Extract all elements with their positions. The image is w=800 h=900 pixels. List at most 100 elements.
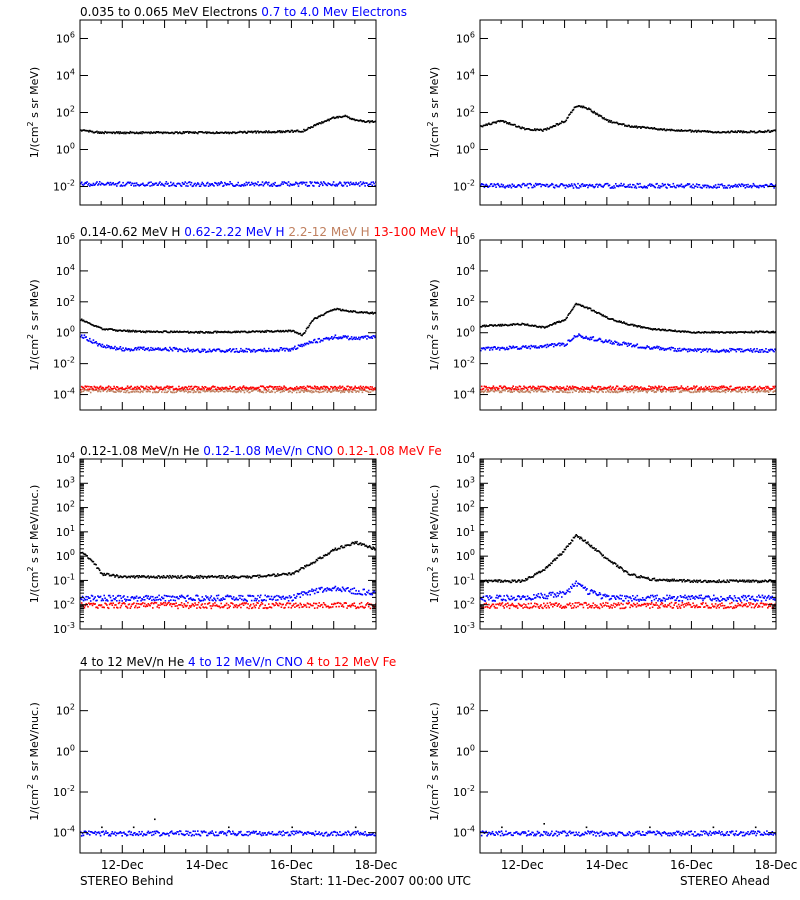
data-point bbox=[584, 185, 586, 187]
data-point bbox=[307, 184, 310, 187]
data-point bbox=[235, 348, 238, 350]
data-point bbox=[654, 347, 657, 349]
data-point bbox=[269, 131, 272, 133]
data-point bbox=[586, 386, 588, 389]
data-point bbox=[281, 388, 284, 390]
data-point bbox=[659, 128, 661, 131]
data-point bbox=[156, 184, 159, 186]
data-point bbox=[293, 347, 295, 349]
data-point bbox=[365, 335, 367, 337]
data-point bbox=[543, 128, 546, 130]
data-point bbox=[171, 349, 174, 352]
data-point bbox=[739, 390, 741, 393]
data-point bbox=[319, 341, 321, 343]
data-point bbox=[636, 343, 639, 345]
data-point bbox=[534, 185, 536, 188]
data-point bbox=[189, 131, 192, 134]
data-point bbox=[704, 348, 707, 351]
data-point bbox=[298, 130, 301, 133]
data-point bbox=[322, 184, 324, 187]
data-point bbox=[752, 391, 755, 393]
y-tick-label: 10-2 bbox=[53, 179, 75, 194]
data-point bbox=[640, 386, 642, 388]
data-point bbox=[767, 129, 769, 132]
data-point bbox=[143, 602, 146, 605]
data-point bbox=[576, 335, 578, 338]
legend-entry: 13-100 MeV H bbox=[370, 225, 459, 239]
data-point bbox=[231, 387, 233, 390]
data-point bbox=[597, 184, 600, 186]
data-point bbox=[591, 111, 594, 113]
data-point bbox=[711, 131, 713, 133]
data-point bbox=[319, 588, 321, 591]
data-point bbox=[81, 129, 84, 132]
data-point bbox=[325, 336, 328, 339]
data-point bbox=[217, 575, 220, 578]
data-point bbox=[331, 548, 334, 551]
data-point bbox=[716, 388, 719, 391]
data-point bbox=[256, 130, 258, 133]
data-point bbox=[544, 344, 547, 346]
data-point bbox=[683, 331, 685, 333]
data-point bbox=[259, 130, 262, 133]
data-point bbox=[674, 390, 676, 392]
data-point bbox=[228, 576, 230, 578]
data-point bbox=[120, 330, 123, 332]
data-point bbox=[152, 387, 155, 390]
data-point bbox=[207, 388, 210, 390]
data-point bbox=[146, 605, 149, 607]
data-point bbox=[105, 346, 107, 349]
data-point bbox=[116, 329, 118, 332]
data-point bbox=[734, 349, 737, 351]
data-point bbox=[218, 388, 221, 390]
data-point bbox=[256, 330, 258, 332]
data-point bbox=[318, 315, 320, 317]
data-point bbox=[626, 125, 629, 128]
data-point bbox=[693, 187, 695, 189]
data-point bbox=[539, 183, 541, 185]
data-point bbox=[300, 343, 302, 346]
data-point bbox=[83, 320, 86, 323]
data-point bbox=[533, 184, 535, 187]
data-point bbox=[280, 574, 283, 576]
data-point bbox=[180, 594, 183, 597]
data-point bbox=[181, 349, 184, 352]
data-point bbox=[744, 131, 747, 133]
legend-row-electrons: 0.035 to 0.065 MeV Electrons 0.7 to 4.0 … bbox=[80, 5, 407, 19]
data-point bbox=[174, 331, 177, 333]
data-point bbox=[491, 387, 494, 389]
data-point bbox=[251, 386, 254, 389]
data-point bbox=[722, 389, 724, 392]
data-point bbox=[84, 385, 87, 387]
data-point bbox=[746, 331, 748, 333]
y-tick-exp: 6 bbox=[470, 232, 475, 241]
data-point bbox=[579, 334, 581, 336]
data-point bbox=[325, 590, 328, 592]
data-point bbox=[753, 386, 756, 388]
data-point bbox=[204, 599, 206, 601]
data-point bbox=[517, 388, 520, 391]
data-point bbox=[216, 597, 219, 600]
data-point bbox=[657, 347, 659, 349]
data-point bbox=[162, 131, 165, 134]
data-point bbox=[620, 320, 622, 323]
data-point bbox=[564, 391, 567, 393]
data-point bbox=[592, 386, 595, 389]
data-point bbox=[325, 388, 328, 391]
data-point bbox=[244, 350, 247, 353]
data-point bbox=[351, 183, 354, 186]
data-point bbox=[187, 347, 189, 350]
data-point bbox=[678, 347, 681, 350]
data-point bbox=[668, 389, 670, 392]
data-point bbox=[514, 186, 516, 188]
data-point bbox=[261, 385, 264, 387]
data-point bbox=[352, 118, 355, 121]
data-point bbox=[734, 387, 737, 389]
data-point bbox=[264, 131, 266, 134]
data-point bbox=[584, 391, 586, 393]
data-point bbox=[711, 349, 713, 351]
data-point bbox=[209, 388, 212, 391]
data-point bbox=[302, 389, 304, 392]
data-point bbox=[261, 349, 264, 351]
